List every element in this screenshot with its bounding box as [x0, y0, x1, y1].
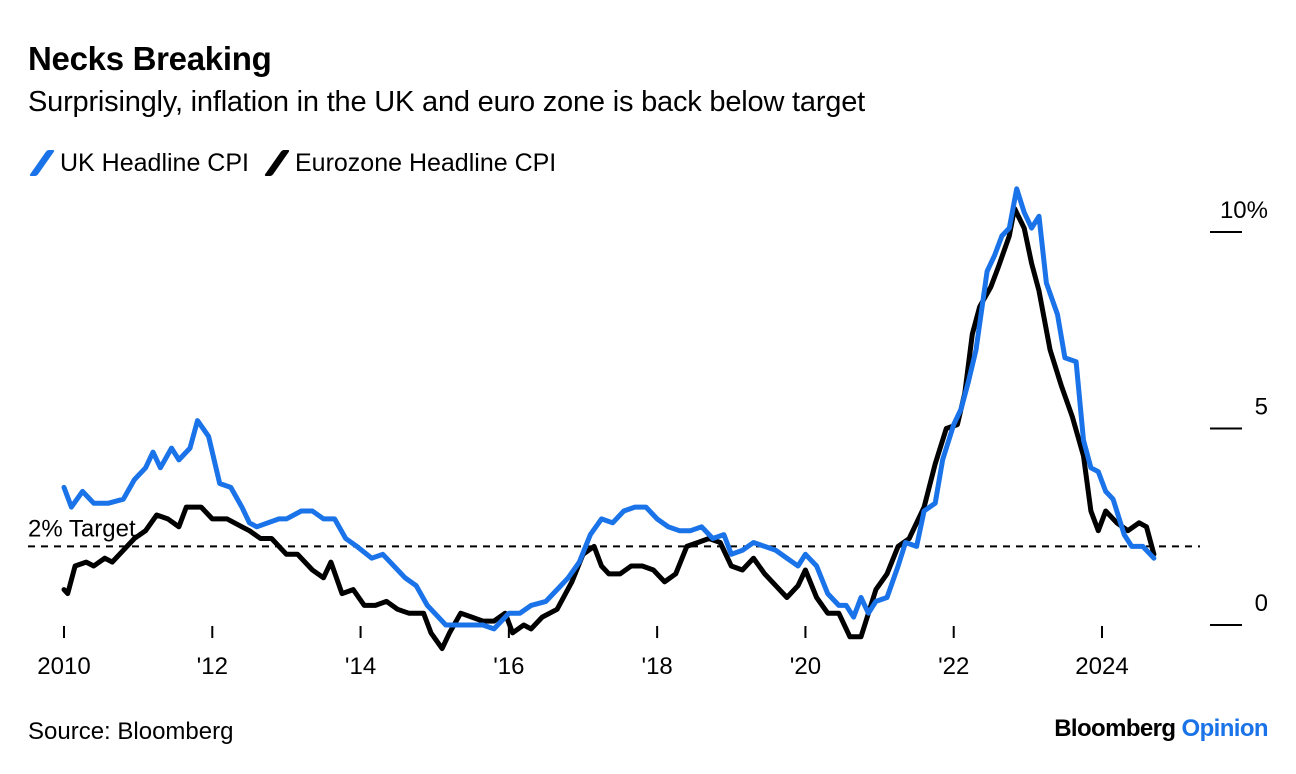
x-tick-label: '20 [790, 653, 821, 680]
legend-item-uk: UK Headline CPI [28, 149, 249, 178]
series-line-eurozone [61, 205, 1157, 652]
x-tick-label: 2010 [37, 653, 90, 680]
series-lines [61, 186, 1157, 652]
target-label: 2% Target [28, 515, 136, 542]
chart-title: Necks Breaking [28, 40, 272, 77]
legend-label-uk: UK Headline CPI [60, 148, 249, 177]
x-tick-label: '12 [197, 653, 228, 680]
legend: UK Headline CPI Eurozone Headline CPI [28, 146, 570, 180]
x-tick-label: '16 [493, 653, 524, 680]
y-tick-label: 10% [1220, 197, 1268, 224]
x-tick-label: 2024 [1075, 653, 1128, 680]
x-tick-label: '18 [642, 653, 673, 680]
y-tick-label: 0 [1255, 590, 1268, 617]
x-tick-label: '22 [938, 653, 969, 680]
x-tick-label: '14 [345, 653, 376, 680]
y-axis: 0 5 10% [1210, 197, 1268, 626]
x-axis: 2010 '12 '14 '16 '18 '20 '22 2024 [37, 626, 1129, 680]
brand-logo: Bloomberg Opinion [1054, 715, 1268, 743]
source-note: Source: Bloomberg [28, 718, 234, 745]
target-line-group: 2% Target [28, 515, 1200, 548]
y-tick-label: 5 [1255, 394, 1268, 421]
brand-product: Opinion [1181, 715, 1269, 742]
legend-item-eurozone: Eurozone Headline CPI [263, 149, 556, 178]
series-line-uk [61, 186, 1157, 632]
brand-name: Bloomberg [1054, 715, 1176, 742]
chart-subtitle: Surprisingly, inflation in the UK and eu… [28, 86, 866, 118]
legend-label-eurozone: Eurozone Headline CPI [294, 148, 557, 177]
